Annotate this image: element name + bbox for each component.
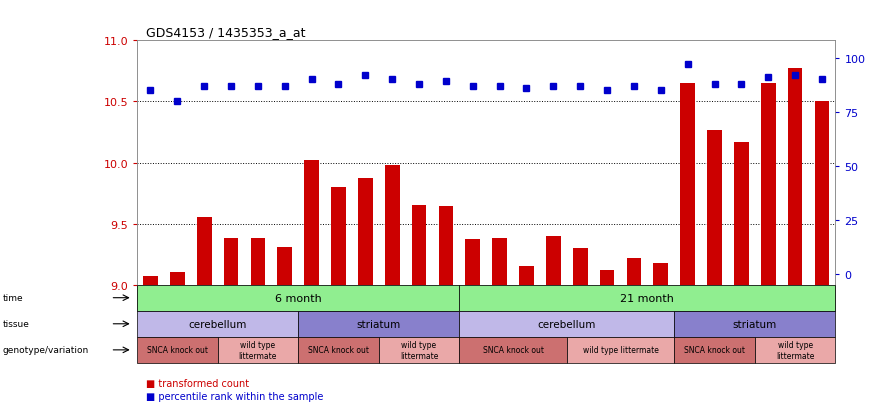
Bar	[304, 161, 319, 285]
Text: ■ transformed count: ■ transformed count	[146, 378, 249, 388]
Text: striatum: striatum	[733, 319, 777, 329]
Text: SNCA knock out: SNCA knock out	[483, 346, 544, 354]
Text: 21 month: 21 month	[621, 293, 674, 303]
Bar	[332, 188, 346, 285]
Bar	[707, 130, 722, 285]
Bar	[546, 236, 560, 285]
Bar	[788, 69, 803, 285]
Bar	[224, 239, 239, 285]
Bar	[761, 84, 775, 285]
Text: wild type littermate: wild type littermate	[583, 346, 659, 354]
Bar	[197, 218, 211, 285]
Text: SNCA knock out: SNCA knock out	[308, 346, 369, 354]
Text: wild type
littermate: wild type littermate	[776, 340, 814, 360]
Bar	[573, 248, 588, 285]
Bar	[143, 276, 158, 285]
Text: tissue: tissue	[3, 320, 29, 328]
Bar	[358, 179, 373, 285]
Bar	[653, 263, 668, 285]
Text: striatum: striatum	[356, 319, 400, 329]
Text: cerebellum: cerebellum	[537, 319, 596, 329]
Bar	[599, 271, 614, 285]
Text: ■ percentile rank within the sample: ■ percentile rank within the sample	[146, 392, 324, 401]
Bar	[170, 273, 185, 285]
Bar	[492, 239, 507, 285]
Text: time: time	[3, 294, 23, 302]
Text: cerebellum: cerebellum	[188, 319, 247, 329]
Text: 6 month: 6 month	[275, 293, 322, 303]
Bar	[734, 142, 749, 285]
Bar	[814, 102, 829, 285]
Text: wild type
littermate: wild type littermate	[239, 340, 277, 360]
Text: GDS4153 / 1435353_a_at: GDS4153 / 1435353_a_at	[146, 26, 305, 39]
Text: wild type
littermate: wild type littermate	[400, 340, 438, 360]
Text: SNCA knock out: SNCA knock out	[684, 346, 745, 354]
Bar	[278, 247, 292, 285]
Text: genotype/variation: genotype/variation	[3, 346, 89, 354]
Bar	[519, 267, 534, 285]
Bar	[681, 84, 695, 285]
Bar	[412, 206, 426, 285]
Bar	[438, 207, 453, 285]
Bar	[250, 239, 265, 285]
Bar	[465, 240, 480, 285]
Bar	[627, 258, 641, 285]
Text: SNCA knock out: SNCA knock out	[147, 346, 208, 354]
Bar	[385, 166, 400, 285]
